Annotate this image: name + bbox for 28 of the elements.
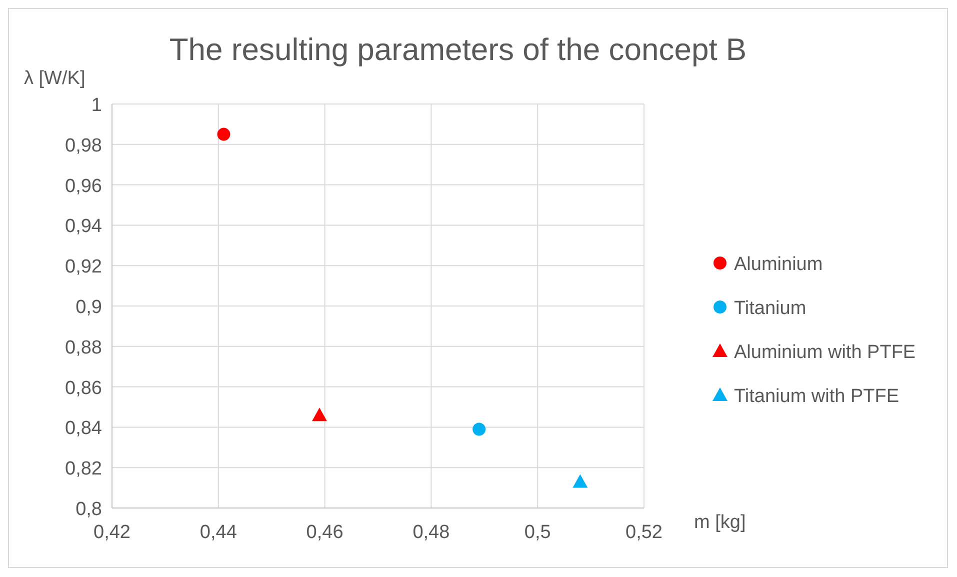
x-tick-label: 0,46 [306, 522, 344, 543]
x-tick-label: 0,52 [626, 522, 662, 543]
x-tick-label: 0,44 [200, 522, 238, 543]
y-tick-label: 0,84 [65, 418, 102, 440]
y-tick-label: 0,94 [65, 216, 102, 238]
y-tick-label: 1 [91, 95, 102, 116]
y-axis-title: λ [W/K] [24, 68, 86, 89]
y-tick-label: 0,86 [65, 378, 102, 399]
x-tick-label: 0,48 [412, 522, 450, 543]
point [572, 474, 588, 488]
y-tick-label: 0,82 [65, 458, 102, 480]
y-tick-label: 0,88 [65, 337, 102, 358]
legend-label: Aluminium [734, 254, 823, 275]
point [472, 422, 486, 436]
legend-label: Titanium [734, 298, 806, 319]
y-tick-label: 0,92 [65, 256, 102, 278]
legend-label: Titanium with PTFE [734, 386, 900, 407]
x-tick-label: 0,42 [94, 522, 130, 543]
point [217, 128, 230, 141]
x-tick-label: 0,5 [524, 522, 551, 543]
x-axis-title: m [kg] [694, 512, 746, 533]
y-tick-label: 0,96 [65, 176, 102, 197]
point [312, 408, 327, 422]
y-tick-label: 0,8 [76, 499, 102, 520]
y-tick-label: 0,9 [76, 297, 102, 318]
legend-label: Aluminium with PTFE [734, 342, 916, 363]
chart-title: The resulting parameters of the concept B [169, 32, 747, 67]
y-tick-label: 0,98 [65, 135, 102, 156]
